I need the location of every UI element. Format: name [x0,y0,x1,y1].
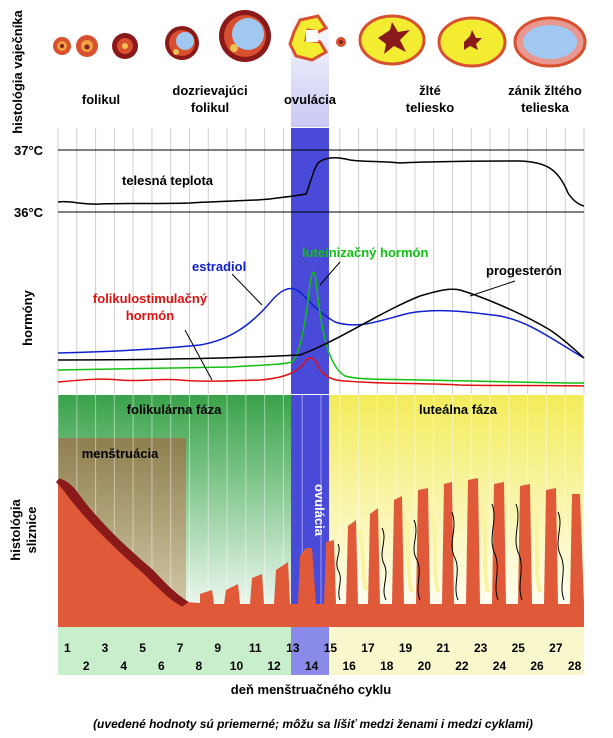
luteinizing-hormone-curve [57,271,585,384]
day-label: 23 [474,641,488,655]
endometrial-glands [358,505,542,592]
estradiol-pointer [231,273,263,306]
stage-label-corpus-luteum-regression: zánik žltého telieska [508,83,582,115]
day-label: 18 [380,659,394,673]
day-label: 7 [177,641,184,655]
day-label: 14 [305,659,319,673]
day-label: 9 [214,641,221,655]
day-label: 6 [158,659,165,673]
fsh-pointer [184,329,213,381]
stage-label-corpus-luteum: žlté teliesko [406,83,454,115]
estradiol-curve [57,287,585,359]
progesterone-pointer [469,280,516,297]
day-label: 19 [399,641,413,655]
progesterone-curve [57,288,585,361]
day-label: 26 [530,659,544,673]
corpus-luteum-icon [437,16,507,68]
stage-label-maturing-follicle: dozrievajúci folikul [172,83,247,115]
fsh-label: folikulostimulačný hormón [93,291,208,323]
day-label: 1 [64,641,71,655]
day-label: 15 [324,641,338,655]
luteal-phase-label: luteálna fáza [419,402,498,417]
day-label: 22 [455,659,469,673]
day-label: 2 [83,659,90,673]
follicle-growing-icon [112,33,138,59]
day-label: 24 [493,659,507,673]
menstruation-label: menštruácia [82,446,159,461]
temperature-curve-label: telesná teplota [122,173,214,188]
x-axis-label: deň menštruačného cyklu [231,682,391,697]
estradiol-label: estradiol [192,259,246,274]
day-label: 8 [196,659,203,673]
day-label: 17 [361,641,375,655]
shedding-layer [55,478,189,607]
day-label: 12 [267,659,281,673]
maturing-follicle-large-icon [219,10,271,62]
follicle-small-icon [53,37,71,55]
follicle-icon [76,35,98,57]
stage-label-follicle: folikul [82,92,120,107]
day-label: 21 [436,641,450,655]
day-label: 10 [230,659,244,673]
day-label: 11 [249,641,262,655]
temp-label-37: 37°C [14,143,44,158]
ovulation-rupture-icon [288,14,346,62]
day-label: 27 [549,641,563,655]
lh-label: luteinizačný hormón [302,245,428,260]
luteal-day-strip [329,627,584,675]
day-label: 16 [342,659,356,673]
day-label: 3 [102,641,109,655]
section-label-hormones: hormóny [20,289,35,345]
footnote: (uvedené hodnoty sú priemerné; môžu sa l… [93,717,533,731]
section-label-endometrium: histológiasliznice [8,499,39,561]
spiral-arteries [336,503,565,601]
corpus-luteum-early-icon [358,14,426,66]
ovulation-day-band [291,627,329,675]
follicular-phase-label: folikulárna fáza [127,402,222,417]
stage-label-ovulation: ovulácia [284,92,337,107]
progesterone-label: progesterón [486,263,562,278]
body-temperature-curve [57,156,585,207]
corpus-luteum-regression-icon [513,16,587,68]
day-label: 20 [418,659,432,673]
day-label: 4 [120,659,127,673]
day-label: 13 [286,641,300,655]
day-label: 5 [139,641,146,655]
maturing-follicle-small-icon [165,26,199,60]
ovulation-band-middle [291,128,329,394]
day-label: 25 [512,641,526,655]
ovulation-phase-label: ovulácia [312,484,327,537]
follicle-stimulating-hormone-curve [57,357,585,387]
day-label: 28 [568,659,582,673]
lh-pointer [319,261,341,286]
day-labels: 1234567891011121314151617181920212223242… [64,641,582,673]
section-label-ovary: histológia vaječníka [10,9,25,133]
temp-label-36: 36°C [14,205,44,220]
